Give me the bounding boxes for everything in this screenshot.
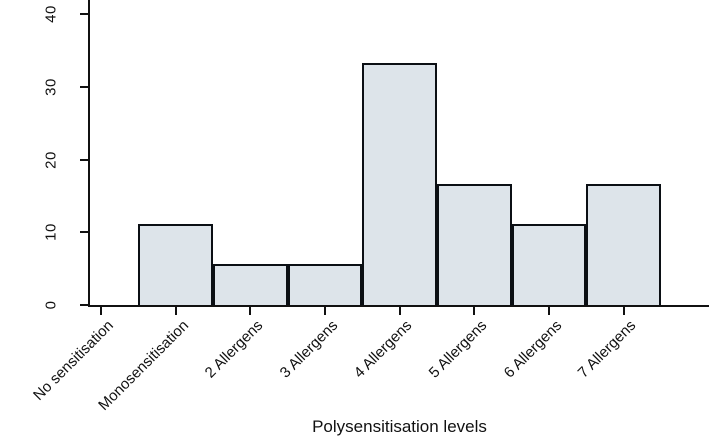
x-tick-2 <box>174 307 177 315</box>
x-tick-label-4: 3 Allergens <box>276 317 342 382</box>
y-tick-label-0: 0 <box>42 300 60 310</box>
x-tick-4 <box>324 307 326 315</box>
x-tick-8 <box>622 307 625 315</box>
bar-3 <box>213 264 288 307</box>
bar-8 <box>586 183 661 307</box>
x-tick-7 <box>548 307 550 315</box>
x-tick-label-3: 2 Allergens <box>201 317 267 382</box>
x-tick-label-8: 7 Allergens <box>575 317 640 382</box>
x-tick-1 <box>100 307 102 315</box>
y-tick-20 <box>80 158 88 161</box>
x-axis-line <box>88 305 709 307</box>
bar-5 <box>362 62 437 307</box>
bar-2 <box>138 224 213 307</box>
x-axis-title: Polysensitisation levels <box>312 417 487 436</box>
y-tick-label-10: 10 <box>42 223 60 242</box>
y-tick-label-20: 20 <box>42 150 60 169</box>
x-tick-label-6: 5 Allergens <box>425 317 491 382</box>
bar-6 <box>437 183 512 307</box>
x-tick-3 <box>249 307 252 315</box>
x-tick-6 <box>473 307 476 315</box>
x-tick-label-1: No sensitisation <box>30 317 118 404</box>
bar-7 <box>511 224 587 307</box>
y-tick-label-30: 30 <box>42 77 60 96</box>
x-tick-label-5: 4 Allergens <box>351 317 416 382</box>
y-tick-10 <box>80 231 88 234</box>
y-tick-label-40: 40 <box>42 5 60 23</box>
y-tick-40 <box>80 13 88 15</box>
bar-4 <box>287 264 363 307</box>
y-tick-0 <box>80 304 88 306</box>
x-tick-5 <box>398 307 401 315</box>
y-tick-30 <box>80 85 88 88</box>
y-axis-line <box>88 0 90 307</box>
x-tick-label-7: 6 Allergens <box>500 317 566 382</box>
